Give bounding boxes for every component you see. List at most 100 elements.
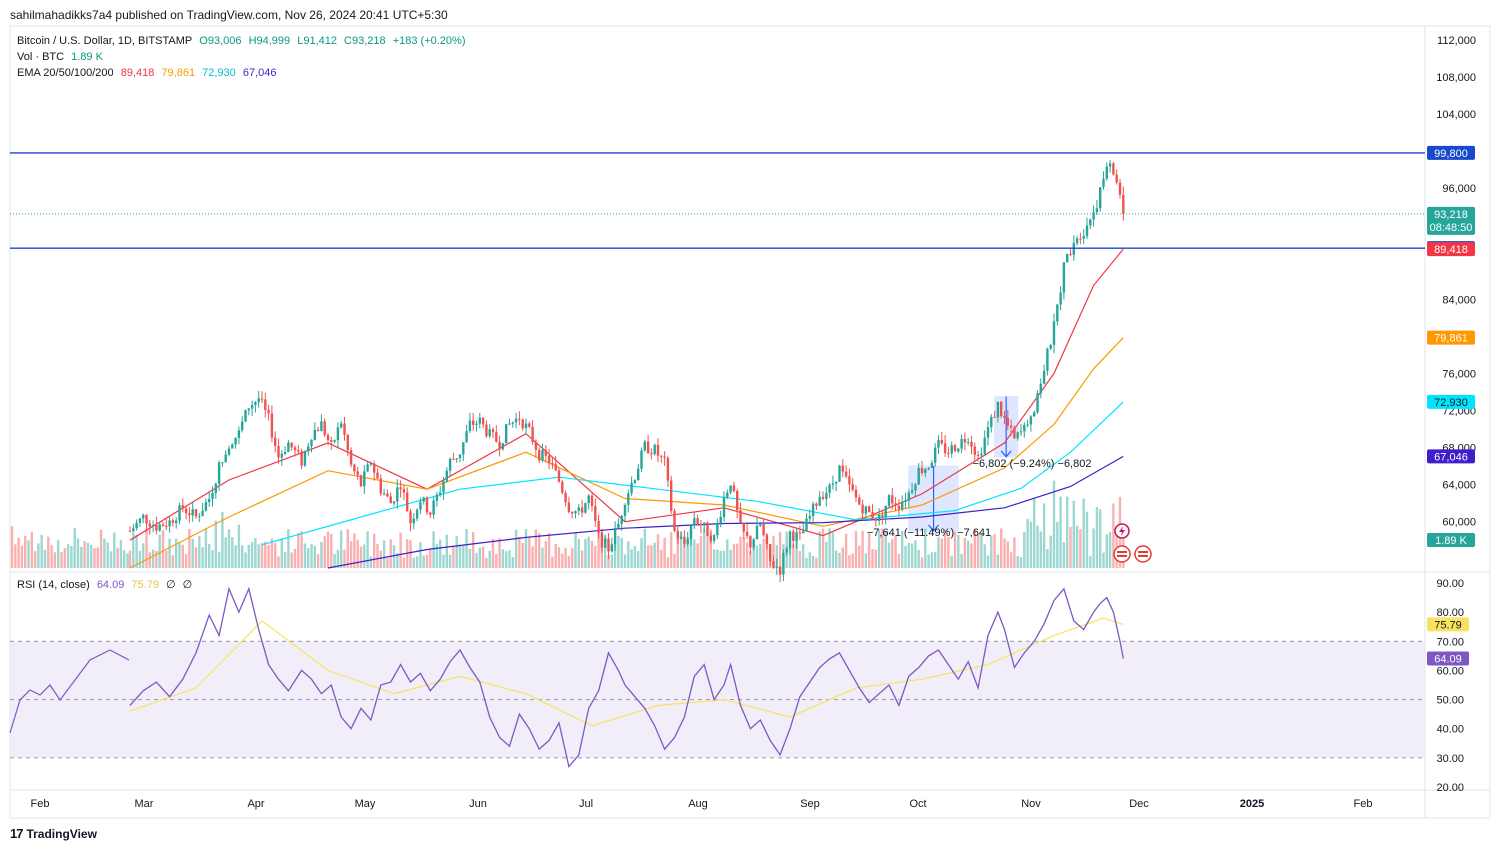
us-flag-icon[interactable] xyxy=(1134,545,1152,563)
candle-body xyxy=(422,497,425,502)
volume-bar xyxy=(640,538,643,568)
volume-bar xyxy=(138,550,142,568)
volume-bar xyxy=(554,543,557,568)
volume-bar xyxy=(673,553,676,568)
volume-bar xyxy=(1056,521,1059,568)
candle-body xyxy=(280,453,283,458)
candle-body xyxy=(884,505,887,518)
volume-bar xyxy=(244,552,247,568)
candle-body xyxy=(755,525,759,540)
us-flag-icon[interactable] xyxy=(1113,545,1131,563)
volume-bar xyxy=(452,546,455,568)
candle-body xyxy=(950,445,953,454)
volume-bar xyxy=(505,551,508,568)
volume-bar xyxy=(544,541,547,568)
candle-body xyxy=(448,458,452,471)
volume-bar xyxy=(729,549,732,568)
ema-legend[interactable]: EMA 20/50/100/200 89,418 79,861 72,930 6… xyxy=(17,67,281,79)
volume-bar xyxy=(103,538,106,568)
horizontal-levels[interactable] xyxy=(10,152,1425,249)
volume-bar xyxy=(399,532,402,568)
volume-bar xyxy=(524,528,528,568)
volume-bar xyxy=(70,546,73,568)
candle-body xyxy=(1059,292,1062,305)
volume-bar xyxy=(1026,518,1029,568)
candle-body xyxy=(564,492,567,503)
candle-body xyxy=(584,503,587,513)
candle-body xyxy=(650,453,653,455)
candle-body xyxy=(1013,427,1016,439)
time-tick-label: Apr xyxy=(247,798,264,810)
volume-bar xyxy=(670,532,673,568)
candle-body xyxy=(986,427,990,438)
candle-body xyxy=(653,444,656,455)
volume-bar xyxy=(841,547,844,568)
candle-body xyxy=(1056,304,1059,322)
candle-body xyxy=(1039,383,1042,394)
volume-bar xyxy=(277,556,280,568)
volume-label: Vol · BTC xyxy=(17,51,65,63)
volume-bar xyxy=(676,534,679,568)
volume-bar xyxy=(551,556,554,568)
candle-body xyxy=(316,429,320,432)
candle-body xyxy=(821,496,825,499)
candle-body xyxy=(963,438,967,443)
volume-bar xyxy=(663,537,666,568)
rsi-axis[interactable]: 90.00 80.00 70.00 60.00 50.00 40.00 30.00 20.00… xyxy=(1427,578,1469,794)
price-axis[interactable]: 112,000 108,000 104,000 96,000 84,000 76,000 7… xyxy=(1436,35,1476,529)
candle-body xyxy=(475,423,478,425)
rsi-legend[interactable]: RSI (14, close) 64.09 75.79 ∅ ∅ xyxy=(17,578,196,591)
volume-bar xyxy=(528,537,531,568)
tradingview-logo[interactable]: 17 TradingView xyxy=(10,826,97,841)
volume-bar xyxy=(66,544,70,568)
candle-body xyxy=(1082,236,1085,239)
volume-legend[interactable]: Vol · BTC 1.89 K xyxy=(17,51,107,63)
symbol-legend[interactable]: Bitcoin / U.S. Dollar, 1D, BITSTAMP O93,… xyxy=(17,35,469,47)
volume-bar xyxy=(161,530,165,568)
volume-bar xyxy=(1009,552,1013,568)
event-icons[interactable] xyxy=(1113,523,1152,563)
chart-frame xyxy=(9,25,1491,819)
price-tag-label: 93,218 xyxy=(1434,209,1468,221)
candle-body xyxy=(620,515,623,524)
volume-bar xyxy=(303,543,307,568)
volume-bar xyxy=(412,557,415,568)
time-axis[interactable]: Feb Mar Apr May Jun Jul Aug Sep Oct Nov Dec 2025 Feb xyxy=(31,798,1373,810)
candle-body xyxy=(693,518,696,526)
flag-stripes xyxy=(1117,551,1127,553)
candle-body xyxy=(151,525,155,527)
time-tick-label: Oct xyxy=(909,798,926,810)
volume-bar xyxy=(696,543,699,568)
candle-body xyxy=(287,442,290,453)
symbol-name[interactable]: Bitcoin / U.S. Dollar, 1D, BITSTAMP xyxy=(17,35,193,47)
volume-bar xyxy=(953,531,957,568)
ema100-value: 72,930 xyxy=(202,67,236,79)
price-tag-bg xyxy=(1427,330,1475,345)
volume-bar xyxy=(264,541,267,568)
candle-body xyxy=(1003,415,1006,418)
candle-body xyxy=(798,532,802,534)
candle-body xyxy=(960,438,963,449)
volume-bar xyxy=(227,529,231,568)
volume-bar xyxy=(155,551,158,568)
volume-bar xyxy=(429,548,432,568)
candle-body xyxy=(1023,424,1026,432)
ema20-value: 89,418 xyxy=(120,67,155,79)
candle-body xyxy=(752,539,755,548)
candle-body xyxy=(264,399,267,411)
volume-bar xyxy=(1039,531,1042,568)
candle-body xyxy=(660,455,663,457)
volume-bar xyxy=(967,540,970,568)
candle-body xyxy=(373,463,376,473)
volume-bar xyxy=(211,550,214,568)
candle-body xyxy=(802,531,805,534)
candle-body xyxy=(161,524,165,526)
candle-body xyxy=(171,520,175,523)
candle-body xyxy=(191,509,194,516)
volume-bar xyxy=(316,554,320,568)
volume-bar xyxy=(742,537,745,568)
candle-body xyxy=(914,484,917,491)
price-tag-bg xyxy=(1427,394,1475,409)
candle-body xyxy=(465,431,468,443)
